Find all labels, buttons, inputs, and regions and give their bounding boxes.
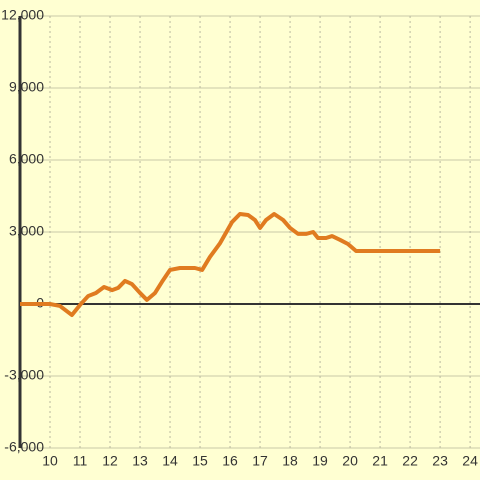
x-tick-label: 13: [132, 453, 148, 469]
x-tick-label: 21: [372, 453, 388, 469]
x-tick-label: 20: [342, 453, 358, 469]
y-tick-label: 9,000: [9, 79, 44, 95]
x-tick-label: 23: [432, 453, 448, 469]
x-tick-label: 24: [462, 453, 478, 469]
x-tick-label: 15: [192, 453, 208, 469]
x-tick-label: 16: [222, 453, 238, 469]
y-tick-label: -6,000: [4, 439, 44, 455]
x-tick-label: 14: [162, 453, 178, 469]
line: [20, 212, 441, 318]
x-tick-label: 18: [282, 453, 298, 469]
x-tick-label: 22: [402, 453, 418, 469]
x-tick-label: 19: [312, 453, 328, 469]
x-tick-label: 17: [252, 453, 268, 469]
y-tick-label: 12,000: [1, 7, 44, 23]
x-tick-label: 10: [42, 453, 58, 469]
y-tick-label: 3,000: [9, 223, 44, 239]
y-tick-label: 6,000: [9, 151, 44, 167]
x-tick-label: 11: [73, 453, 88, 469]
x-tick-label: 12: [102, 453, 118, 469]
y-tick-label: -3,000: [4, 367, 44, 383]
